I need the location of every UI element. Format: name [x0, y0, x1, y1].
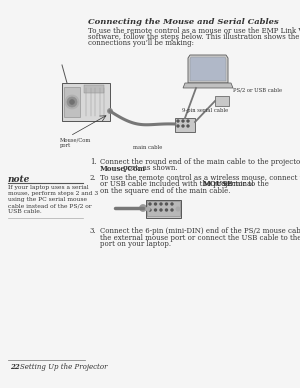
Circle shape [149, 209, 151, 211]
Text: Connect the 6-pin (mini-DIN) end of the PS/2 mouse cable to: Connect the 6-pin (mini-DIN) end of the … [100, 227, 300, 235]
Text: Connecting the Mouse and Serial Cables: Connecting the Mouse and Serial Cables [88, 18, 279, 26]
Circle shape [149, 203, 151, 205]
Circle shape [176, 207, 180, 211]
Text: MOUSE: MOUSE [203, 180, 233, 189]
Circle shape [65, 95, 79, 109]
Text: USB cable.: USB cable. [8, 209, 42, 214]
Circle shape [187, 120, 189, 122]
Text: To use the remote control as a wireless mouse, connect the PS/2: To use the remote control as a wireless … [100, 174, 300, 182]
Circle shape [166, 209, 167, 211]
FancyBboxPatch shape [215, 96, 229, 106]
Circle shape [160, 203, 162, 205]
Text: Mouse/Com
port: Mouse/Com port [60, 137, 92, 148]
Text: Mouse/Com: Mouse/Com [100, 165, 146, 173]
Circle shape [177, 125, 179, 127]
Circle shape [107, 109, 112, 114]
Text: using the PC serial mouse: using the PC serial mouse [8, 197, 87, 202]
Text: main cable: main cable [133, 145, 163, 150]
Text: the external mouse port or connect the USB cable to the USB: the external mouse port or connect the U… [100, 234, 300, 241]
Polygon shape [183, 83, 233, 88]
Text: port, as shown.: port, as shown. [121, 165, 178, 173]
Circle shape [140, 204, 146, 211]
FancyBboxPatch shape [62, 83, 110, 121]
Circle shape [182, 120, 184, 122]
Text: port on your laptop.: port on your laptop. [100, 240, 171, 248]
Text: connections you’ll be making:: connections you’ll be making: [88, 39, 194, 47]
FancyBboxPatch shape [64, 87, 80, 117]
Circle shape [171, 209, 173, 211]
Text: PS/2 or USB cable: PS/2 or USB cable [233, 87, 282, 92]
Text: on the square end of the main cable.: on the square end of the main cable. [100, 187, 230, 195]
Text: 9-pin serial cable: 9-pin serial cable [182, 108, 228, 113]
Text: 1.: 1. [90, 158, 97, 166]
FancyBboxPatch shape [175, 118, 195, 132]
Text: or USB cable included with the projector to the: or USB cable included with the projector… [100, 180, 271, 189]
FancyBboxPatch shape [146, 200, 181, 218]
Text: cable instead of the PS/2 or: cable instead of the PS/2 or [8, 203, 91, 208]
Polygon shape [188, 55, 228, 83]
Text: 3.: 3. [90, 227, 97, 235]
Text: If your laptop uses a serial: If your laptop uses a serial [8, 185, 89, 190]
FancyBboxPatch shape [84, 85, 104, 93]
Text: terminal: terminal [221, 180, 254, 189]
Circle shape [154, 209, 157, 211]
Text: mouse, perform steps 2 and 3: mouse, perform steps 2 and 3 [8, 191, 98, 196]
Circle shape [154, 203, 157, 205]
Circle shape [67, 97, 77, 107]
Text: To use the remote control as a mouse or use the EMP Link V: To use the remote control as a mouse or … [88, 27, 300, 35]
Circle shape [177, 120, 179, 122]
Text: 2.: 2. [90, 174, 97, 182]
Circle shape [160, 209, 162, 211]
Text: 22: 22 [10, 363, 20, 371]
Text: software, follow the steps below. This illustration shows the: software, follow the steps below. This i… [88, 33, 299, 41]
Circle shape [70, 99, 74, 104]
Polygon shape [190, 57, 226, 81]
Text: Setting Up the Projector: Setting Up the Projector [20, 363, 107, 371]
Circle shape [166, 203, 167, 205]
Circle shape [146, 207, 150, 211]
Circle shape [171, 203, 173, 205]
Circle shape [182, 125, 184, 127]
Polygon shape [147, 201, 180, 216]
Text: Connect the round end of the main cable to the projector’s: Connect the round end of the main cable … [100, 158, 300, 166]
Circle shape [187, 125, 189, 127]
Text: note: note [8, 175, 30, 184]
